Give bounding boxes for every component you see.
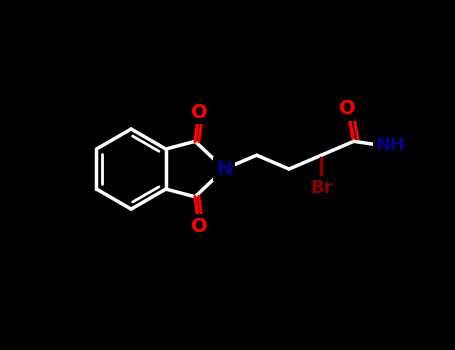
Text: Br: Br bbox=[310, 178, 333, 197]
Text: O: O bbox=[191, 217, 207, 236]
Text: O: O bbox=[339, 99, 356, 119]
Text: NH: NH bbox=[376, 136, 406, 154]
Text: O: O bbox=[191, 103, 207, 121]
Text: N: N bbox=[216, 160, 233, 178]
